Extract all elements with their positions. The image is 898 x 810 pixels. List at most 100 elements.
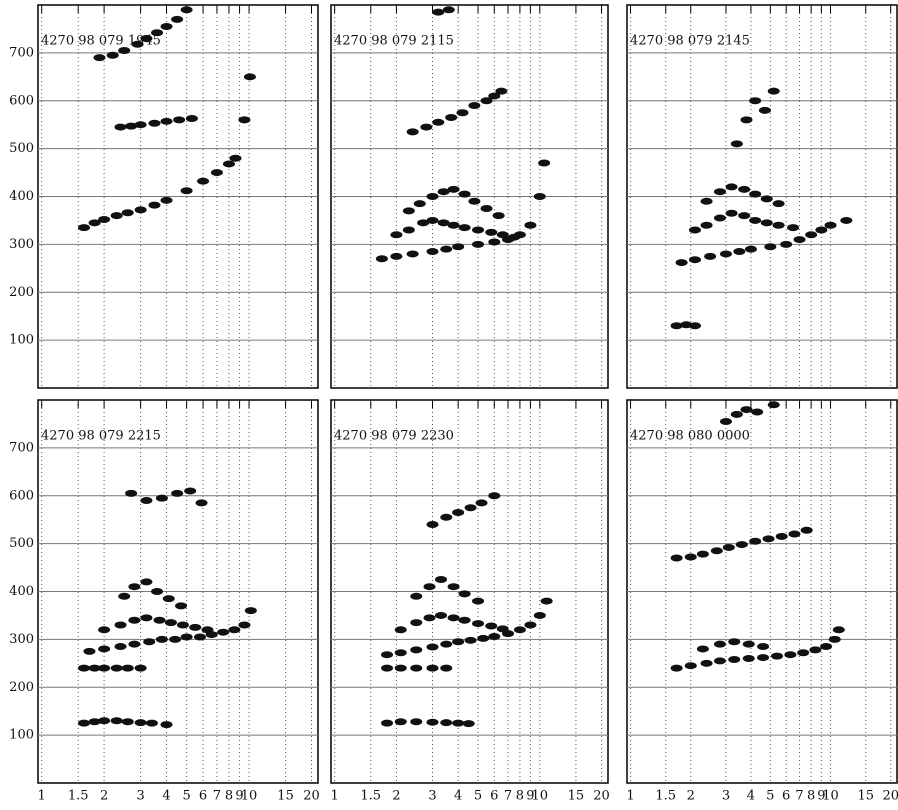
echo-point bbox=[435, 576, 448, 584]
echo-point bbox=[740, 406, 753, 414]
echo-point bbox=[670, 322, 683, 330]
echo-point bbox=[98, 626, 111, 634]
echo-point bbox=[432, 8, 445, 16]
echo-point bbox=[533, 611, 546, 619]
echo-point bbox=[447, 221, 460, 229]
x-tick-label: 2 bbox=[392, 789, 400, 804]
echo-point bbox=[128, 640, 141, 648]
echo-point bbox=[735, 541, 748, 549]
echo-point bbox=[492, 212, 505, 220]
echo-point bbox=[764, 243, 777, 251]
x-tick-label: 7 bbox=[795, 789, 803, 804]
echo-point bbox=[809, 646, 822, 654]
echo-point bbox=[730, 140, 743, 148]
y-tick-label: 400 bbox=[9, 189, 34, 204]
echo-point bbox=[193, 633, 206, 641]
echo-point bbox=[180, 187, 193, 195]
echo-point bbox=[742, 655, 755, 663]
echo-point bbox=[162, 595, 175, 603]
echo-point bbox=[78, 224, 91, 232]
echo-point bbox=[719, 250, 732, 258]
echo-point bbox=[447, 185, 460, 193]
echo-point bbox=[815, 226, 828, 234]
echo-point bbox=[171, 15, 184, 23]
echo-point bbox=[828, 635, 841, 643]
echo-point bbox=[238, 116, 251, 124]
echo-point bbox=[722, 543, 735, 551]
echo-point bbox=[390, 231, 403, 239]
x-tick-label: 1.5 bbox=[360, 789, 381, 804]
echo-point bbox=[440, 640, 453, 648]
x-tick-label: 15 bbox=[857, 789, 874, 804]
echo-point bbox=[410, 619, 423, 627]
echo-point bbox=[704, 252, 717, 260]
echo-point bbox=[538, 159, 551, 167]
x-tick-label: 5 bbox=[474, 789, 482, 804]
echo-point bbox=[725, 183, 738, 191]
echo-point bbox=[700, 221, 713, 229]
x-tick-label: 10 bbox=[532, 789, 549, 804]
echo-point bbox=[824, 221, 837, 229]
echo-point bbox=[78, 719, 91, 727]
echo-point bbox=[684, 662, 697, 670]
echo-point bbox=[402, 226, 415, 234]
echo-point bbox=[772, 200, 785, 208]
echo-point bbox=[488, 238, 501, 246]
echo-point bbox=[423, 583, 436, 591]
echo-point bbox=[472, 240, 485, 248]
echo-point bbox=[440, 664, 453, 672]
x-tick-label: 3 bbox=[722, 789, 730, 804]
x-tick-label: 20 bbox=[303, 789, 320, 804]
echo-point bbox=[762, 535, 775, 543]
panel-title: 4270 98 079 2215 bbox=[41, 429, 161, 444]
echo-point bbox=[426, 216, 439, 224]
y-tick-label: 100 bbox=[9, 333, 34, 348]
echo-point bbox=[442, 6, 455, 14]
echo-point bbox=[160, 196, 173, 204]
echo-point bbox=[458, 224, 471, 232]
echo-point bbox=[83, 647, 96, 655]
echo-point bbox=[771, 652, 784, 660]
echo-point bbox=[670, 554, 683, 562]
y-tick-label: 300 bbox=[9, 237, 34, 252]
y-tick-label: 700 bbox=[9, 440, 34, 455]
echo-point bbox=[464, 636, 477, 644]
echo-point bbox=[151, 29, 164, 37]
echo-point bbox=[524, 621, 537, 629]
echo-point bbox=[175, 602, 188, 610]
echo-point bbox=[184, 487, 197, 495]
echo-point bbox=[688, 322, 701, 330]
x-tick-label: 6 bbox=[490, 789, 498, 804]
echo-point bbox=[757, 654, 770, 662]
echo-point bbox=[110, 717, 123, 725]
panel-title: 4270 98 079 2115 bbox=[334, 34, 454, 49]
echo-point bbox=[417, 219, 430, 227]
echo-point bbox=[228, 626, 241, 634]
x-tick-label: 4 bbox=[454, 789, 462, 804]
echo-point bbox=[435, 611, 448, 619]
echo-point bbox=[180, 6, 193, 14]
echo-point bbox=[713, 640, 726, 648]
echo-point bbox=[426, 643, 439, 651]
x-tick-label: 3 bbox=[428, 789, 436, 804]
echo-point bbox=[88, 219, 101, 227]
echo-point bbox=[140, 578, 153, 586]
echo-point bbox=[767, 87, 780, 95]
echo-point bbox=[452, 719, 465, 727]
echo-point bbox=[197, 177, 210, 185]
panel-title: 4270 98 079 2145 bbox=[630, 34, 750, 49]
echo-point bbox=[452, 509, 465, 517]
echo-point bbox=[488, 492, 501, 500]
echo-point bbox=[134, 719, 147, 727]
echo-point bbox=[447, 583, 460, 591]
echo-point bbox=[98, 717, 111, 725]
echo-point bbox=[118, 46, 131, 54]
x-tick-label: 7 bbox=[504, 789, 512, 804]
echo-point bbox=[406, 250, 419, 258]
x-tick-label: 4 bbox=[162, 789, 170, 804]
echo-point bbox=[675, 259, 688, 267]
echo-point bbox=[496, 231, 509, 239]
echo-point bbox=[472, 620, 485, 628]
echo-point bbox=[780, 240, 793, 248]
echo-point bbox=[394, 664, 407, 672]
